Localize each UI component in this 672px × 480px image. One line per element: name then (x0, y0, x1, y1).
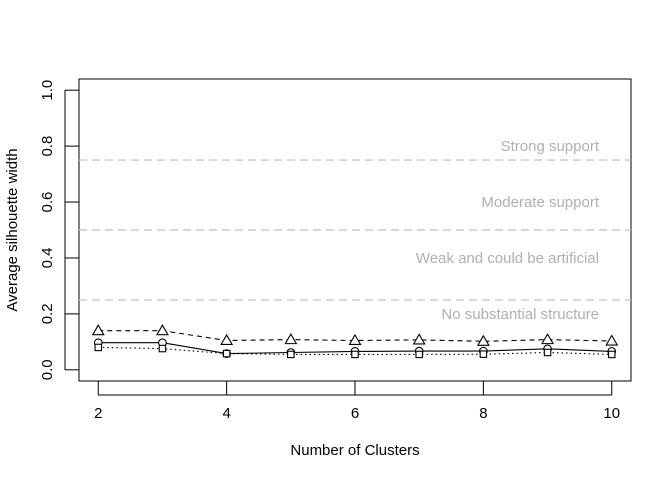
band-label-4: No substantial structure (441, 306, 599, 323)
data-point-triangle (541, 333, 555, 345)
y-axis: 0.0 0.2 0.4 0.6 0.8 1.0 (39, 80, 79, 380)
y-tick-label: 0.2 (39, 303, 56, 324)
band-label-2: Moderate support (481, 194, 599, 211)
data-point-square (415, 350, 423, 359)
x-tick-label: 2 (94, 405, 102, 422)
y-tick-label: 0.8 (39, 136, 56, 157)
y-tick-label: 1.0 (39, 80, 56, 101)
data-point-square (94, 343, 103, 352)
x-axis-title: Number of Clusters (290, 442, 419, 459)
series-layer (91, 324, 619, 359)
band-label-1: Strong support (501, 138, 600, 155)
y-tick-label: 0.6 (39, 192, 56, 213)
data-point-triangle (284, 333, 298, 345)
data-point-triangle (605, 334, 619, 346)
data-point-triangle (412, 333, 426, 345)
data-point-triangle (155, 324, 169, 336)
data-point-square (287, 350, 295, 359)
x-axis: 2 4 6 8 10 (94, 381, 620, 422)
data-point-triangle (91, 324, 105, 336)
x-tick-label: 4 (222, 405, 230, 422)
series-line-triangle (98, 330, 612, 342)
y-tick-label: 0.4 (39, 248, 56, 269)
data-point-square (158, 344, 167, 353)
data-point-square (607, 350, 616, 359)
data-point-square (222, 349, 231, 358)
data-point-square (479, 350, 488, 358)
x-tick-label: 8 (479, 405, 487, 422)
data-point-triangle (348, 333, 362, 346)
band-label-3: Weak and could be artificial (416, 250, 599, 267)
band-labels: Strong support Moderate support Weak and c… (416, 138, 600, 323)
reference-lines (79, 159, 631, 301)
data-point-square (351, 350, 359, 359)
data-point-triangle (220, 333, 234, 346)
x-tick-label: 6 (351, 405, 359, 422)
y-tick-label: 0.0 (39, 359, 56, 380)
data-point-square (543, 348, 552, 357)
x-tick-label: 10 (603, 405, 620, 422)
data-point-triangle (476, 334, 490, 346)
y-axis-title: Average silhouette width (4, 148, 21, 311)
